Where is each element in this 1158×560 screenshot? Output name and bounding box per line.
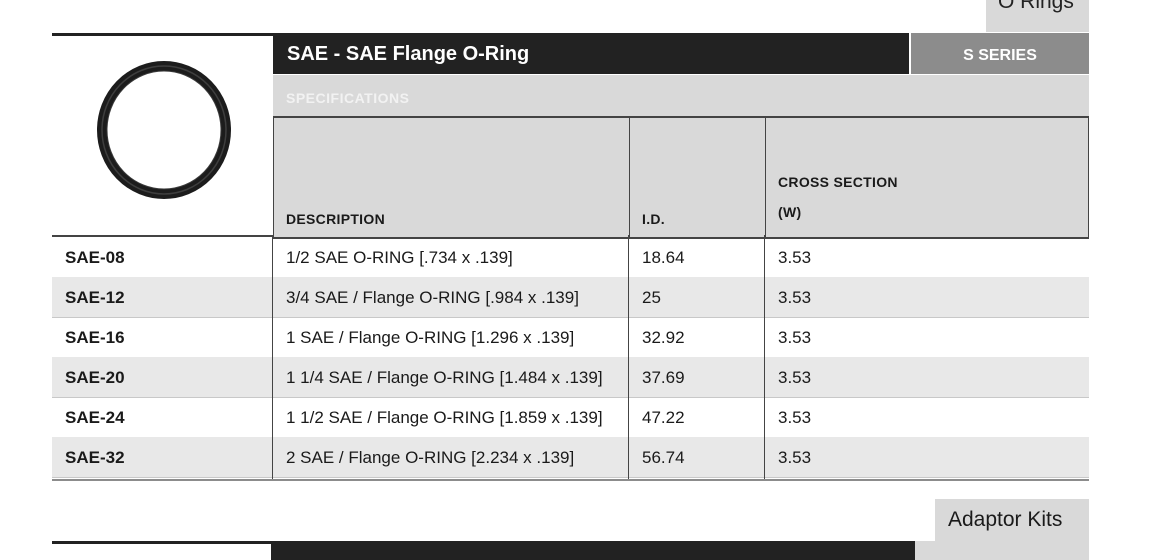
column-header-cross-section: CROSS SECTION (W) [765, 116, 1089, 239]
part-id: 37.69 [642, 368, 685, 387]
specifications-label: SPECIFICATIONS [286, 90, 410, 106]
part-code: SAE-16 [65, 328, 125, 347]
image-top-rule [52, 33, 273, 36]
product-image [52, 36, 272, 236]
part-cross-section: 3.53 [778, 408, 812, 427]
cross-section-line1: CROSS SECTION [778, 174, 898, 190]
section-tab-o-rings: O Rings [986, 0, 1089, 32]
series-label: S SERIES [963, 47, 1037, 64]
part-cross-section: 3.53 [778, 448, 812, 467]
column-header-id: I.D. [629, 116, 765, 239]
table-row: SAE-12 3/4 SAE / Flange O-RING [.984 x .… [52, 277, 1089, 318]
product-sheet: SAE - SAE Flange O-Ring S SERIES SPECIFI… [52, 33, 1089, 481]
part-id: 18.64 [642, 248, 685, 267]
section-tab-label: Adaptor Kits [948, 508, 1063, 531]
column-header-cross-section-label: CROSS SECTION (W) [778, 167, 898, 227]
part-id: 47.22 [642, 408, 685, 427]
part-cross-section: 3.53 [778, 328, 812, 347]
part-id: 25 [642, 288, 661, 307]
o-ring-icon [97, 61, 231, 199]
column-header-description-label: DESCRIPTION [286, 211, 385, 227]
part-description: 3/4 SAE / Flange O-RING [.984 x .139] [286, 288, 579, 307]
part-description: 1 1/2 SAE / Flange O-RING [1.859 x .139] [286, 408, 603, 427]
product-title: SAE - SAE Flange O-Ring [287, 43, 530, 65]
next-section-title-bar [271, 541, 915, 560]
part-description: 1/2 SAE O-RING [.734 x .139] [286, 248, 513, 267]
part-description: 1 SAE / Flange O-RING [1.296 x .139] [286, 328, 575, 347]
part-cross-section: 3.53 [778, 288, 812, 307]
section-tab-adaptor-kits: Adaptor Kits [935, 499, 1089, 541]
table-row: SAE-08 1/2 SAE O-RING [.734 x .139] 18.6… [52, 237, 1089, 278]
series-badge: S SERIES [911, 33, 1089, 74]
next-section-series-bar [915, 541, 1089, 560]
column-divider [764, 235, 765, 480]
part-id: 56.74 [642, 448, 685, 467]
part-code: SAE-32 [65, 448, 125, 467]
part-cross-section: 3.53 [778, 368, 812, 387]
column-divider [628, 235, 629, 480]
part-description: 1 1/4 SAE / Flange O-RING [1.484 x .139] [286, 368, 603, 387]
table-bottom-rule [52, 479, 1089, 481]
part-code: SAE-12 [65, 288, 125, 307]
section-tab-label: O Rings [998, 0, 1074, 13]
rows-top-rule [52, 235, 273, 237]
column-divider [272, 235, 273, 480]
table-row: SAE-20 1 1/4 SAE / Flange O-RING [1.484 … [52, 357, 1089, 398]
specifications-bar: SPECIFICATIONS [273, 74, 1089, 116]
part-code: SAE-24 [65, 408, 125, 427]
next-section-rule [52, 541, 271, 544]
part-description: 2 SAE / Flange O-RING [2.234 x .139] [286, 448, 575, 467]
table-row: SAE-32 2 SAE / Flange O-RING [2.234 x .1… [52, 437, 1089, 478]
table-row: SAE-16 1 SAE / Flange O-RING [1.296 x .1… [52, 317, 1089, 358]
part-id: 32.92 [642, 328, 685, 347]
table-row: SAE-24 1 1/2 SAE / Flange O-RING [1.859 … [52, 397, 1089, 438]
product-title-bar: SAE - SAE Flange O-Ring [273, 33, 909, 74]
part-code: SAE-20 [65, 368, 125, 387]
cross-section-line2: (W) [778, 204, 802, 220]
part-code: SAE-08 [65, 248, 125, 267]
column-header-description: DESCRIPTION [273, 116, 629, 239]
column-header-id-label: I.D. [642, 211, 665, 227]
part-cross-section: 3.53 [778, 248, 812, 267]
